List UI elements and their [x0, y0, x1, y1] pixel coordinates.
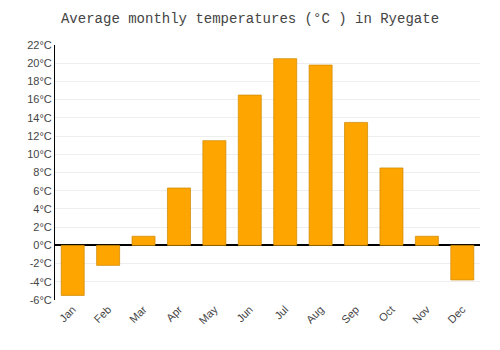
svg-text:16°C: 16°C	[27, 93, 52, 105]
svg-text:Jan: Jan	[57, 303, 78, 324]
svg-text:0°C: 0°C	[33, 239, 52, 251]
svg-text:14°C: 14°C	[27, 112, 52, 124]
svg-text:Jul: Jul	[272, 303, 290, 321]
svg-text:6°C: 6°C	[33, 185, 52, 197]
svg-text:-6°C: -6°C	[30, 294, 52, 306]
svg-text:Feb: Feb	[92, 303, 114, 325]
svg-text:Average monthly temperatures (: Average monthly temperatures (°C ) in Ry…	[61, 11, 439, 27]
svg-text:22°C: 22°C	[27, 39, 52, 51]
svg-text:May: May	[197, 303, 221, 327]
svg-text:Sep: Sep	[339, 303, 361, 325]
svg-text:12°C: 12°C	[27, 130, 52, 142]
svg-text:-2°C: -2°C	[30, 257, 52, 269]
svg-text:20°C: 20°C	[27, 57, 52, 69]
svg-text:18°C: 18°C	[27, 75, 52, 87]
svg-text:Nov: Nov	[410, 303, 433, 326]
svg-text:8°C: 8°C	[33, 166, 52, 178]
svg-text:Mar: Mar	[127, 303, 149, 325]
svg-text:Dec: Dec	[445, 303, 468, 326]
svg-text:Jun: Jun	[234, 303, 255, 324]
svg-text:4°C: 4°C	[33, 203, 52, 215]
svg-text:10°C: 10°C	[27, 148, 52, 160]
svg-text:Oct: Oct	[376, 303, 397, 324]
svg-text:-4°C: -4°C	[30, 276, 52, 288]
svg-text:Apr: Apr	[164, 303, 185, 324]
svg-text:2°C: 2°C	[33, 221, 52, 233]
svg-text:Aug: Aug	[304, 303, 326, 325]
